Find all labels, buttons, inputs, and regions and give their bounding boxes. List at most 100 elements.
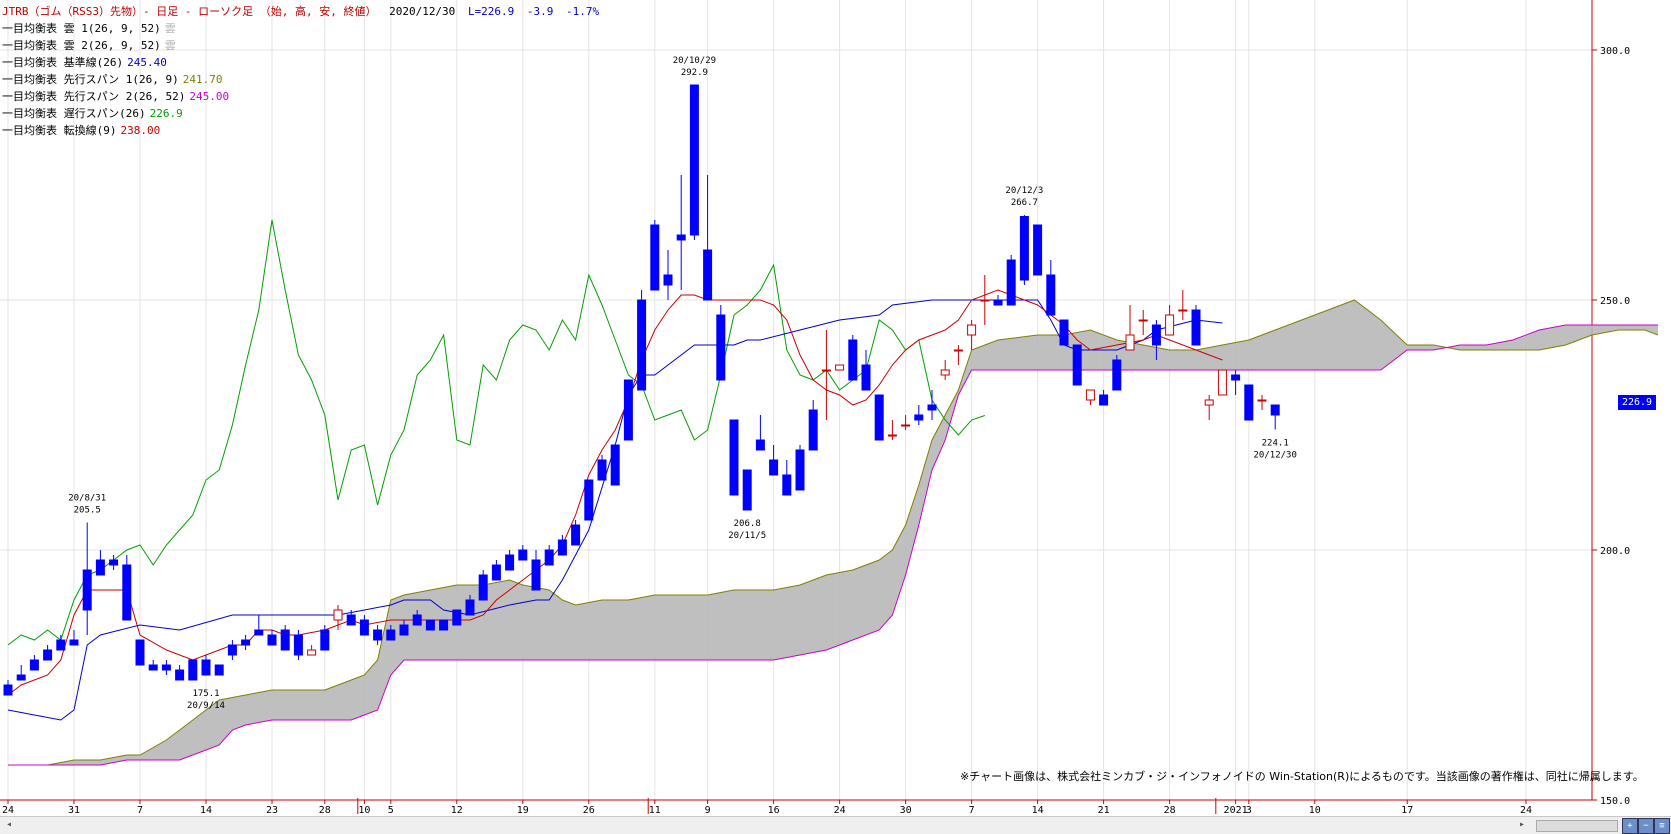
annotation-date: 20/12/30 xyxy=(1254,451,1297,461)
candle-body xyxy=(716,314,726,381)
legend-label: 一目均衡表 先行スパン 1(26, 9) xyxy=(2,73,179,86)
x-tick-label: 14 xyxy=(200,805,212,816)
candle-body xyxy=(148,664,158,671)
y-tick-label: 300.0 xyxy=(1600,46,1630,57)
candle-body xyxy=(835,364,845,371)
candle-body xyxy=(1191,309,1201,346)
x-tick-label: 16 xyxy=(768,805,780,816)
zoom-in-button[interactable]: + xyxy=(1622,818,1638,834)
x-tick-label: 19 xyxy=(517,805,529,816)
candle-body xyxy=(122,564,132,621)
candle-body xyxy=(135,639,145,666)
candle-body xyxy=(1151,324,1161,346)
candle-body xyxy=(597,459,607,481)
candle-body xyxy=(29,659,39,671)
header-change: -3.9 xyxy=(526,5,554,18)
candle-body xyxy=(980,299,990,302)
candle-body xyxy=(808,409,818,451)
x-tick-label: 21 xyxy=(1098,805,1110,816)
candle-body xyxy=(557,539,567,556)
annotation-price: 205.5 xyxy=(74,506,101,516)
header-change-pct: -1.7% xyxy=(566,5,600,18)
candle-body xyxy=(188,659,198,681)
x-tick-label: 28 xyxy=(1164,805,1176,816)
ichimoku-cloud xyxy=(8,300,1658,765)
legend-label: 一目均衡表 雲 1(26, 9, 52) xyxy=(2,22,161,35)
horizontal-scrollbar[interactable]: ◂ ▸ + − ≡ xyxy=(0,816,1671,834)
candle-body xyxy=(1099,394,1109,406)
y-tick-label: 150.0 xyxy=(1600,796,1630,807)
candle-body xyxy=(689,84,699,236)
x-tick-label: 24 xyxy=(1520,805,1532,816)
chart-title: JTRB（ゴム（RSS3）先物）- 日足 - ローソク足 （始, 高, 安, 終… xyxy=(2,5,377,18)
candle-body xyxy=(386,629,396,641)
candle-body xyxy=(940,369,950,376)
candle-body xyxy=(795,449,805,491)
candle-body xyxy=(1231,374,1241,381)
senkou-span-1-line xyxy=(8,299,1659,766)
candle-body xyxy=(201,659,211,676)
candle-body xyxy=(399,624,409,636)
candle-body xyxy=(1125,334,1135,351)
candle-body xyxy=(1204,399,1214,406)
scroll-left-arrow[interactable]: ◂ xyxy=(5,819,13,830)
candle-body xyxy=(425,619,435,631)
candle-body xyxy=(1033,224,1043,276)
candle-body xyxy=(1165,314,1175,336)
candle-body xyxy=(359,619,369,636)
x-tick-label: 7 xyxy=(137,805,143,816)
senkou-span-2-line xyxy=(8,324,1658,766)
x-tick-label: 17 xyxy=(1401,805,1413,816)
legend-item: 一目均衡表 転換線(9) 238.00 xyxy=(2,122,605,139)
candle-body xyxy=(848,339,858,381)
candle-body xyxy=(1178,309,1188,312)
candle-body xyxy=(914,414,924,421)
legend-item: 一目均衡表 雲 2(26, 9, 52) 雲 xyxy=(2,37,605,54)
candle-body xyxy=(584,479,594,521)
legend-label: 一目均衡表 転換線(9) xyxy=(2,124,117,137)
candle-body xyxy=(267,634,277,646)
candle-body xyxy=(901,424,911,427)
chart-settings-button[interactable]: ≡ xyxy=(1654,818,1670,834)
zoom-out-button[interactable]: − xyxy=(1638,818,1654,834)
candle-body xyxy=(373,629,383,641)
candle-body xyxy=(82,569,92,611)
x-tick-label: 24 xyxy=(2,805,14,816)
legend-value: 雲 xyxy=(164,22,176,35)
x-tick-label: 10 xyxy=(1309,805,1321,816)
candle-body xyxy=(3,684,13,696)
candle-body xyxy=(1046,274,1056,316)
annotation-price: 292.9 xyxy=(681,68,708,78)
candle-body xyxy=(742,469,752,511)
candle-body xyxy=(703,249,713,301)
candle-body xyxy=(623,379,633,441)
x-tick-label: 9 xyxy=(705,805,711,816)
candle-body xyxy=(175,669,185,681)
x-tick-label: 28 xyxy=(319,805,331,816)
candle-body xyxy=(465,599,475,616)
candle-body xyxy=(1244,384,1254,421)
legend-label: 一目均衡表 雲 2(26, 9, 52) xyxy=(2,39,161,52)
candle-body xyxy=(967,324,977,336)
candle-body xyxy=(333,609,343,621)
x-tick-label: 12 xyxy=(451,805,463,816)
y-tick-label: 250.0 xyxy=(1600,296,1630,307)
candle-body xyxy=(755,439,765,451)
annotation-price: 206.8 xyxy=(734,519,761,529)
x-tick-label: 3 xyxy=(1246,805,1252,816)
candle-body xyxy=(43,649,53,661)
legend-value: 245.00 xyxy=(189,90,230,103)
candle-body xyxy=(412,614,422,626)
legend-label: 一目均衡表 遅行スパン(26) xyxy=(2,107,146,120)
scroll-right-arrow[interactable]: ▸ xyxy=(1518,819,1526,830)
legend-value: 241.70 xyxy=(182,73,223,86)
candle-body xyxy=(518,549,528,561)
candle-body xyxy=(1270,404,1280,416)
candle-body xyxy=(227,644,237,656)
scroll-thumb[interactable] xyxy=(1536,820,1618,832)
candle-body xyxy=(769,459,779,476)
legend-item: 一目均衡表 遅行スパン(26) 226.9 xyxy=(2,105,605,122)
annotation-price: 266.7 xyxy=(1011,198,1038,208)
x-tick-label: 23 xyxy=(266,805,278,816)
